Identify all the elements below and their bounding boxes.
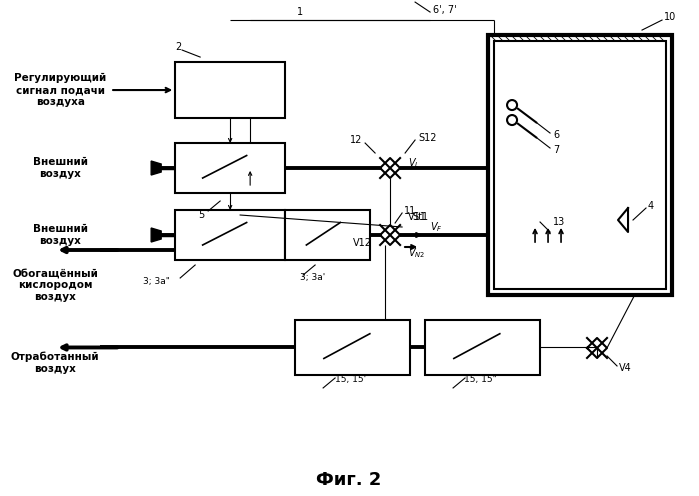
Bar [175, 210, 285, 260]
Text: $\mathit{V_{N2}}$: $\mathit{V_{N2}}$ [408, 246, 426, 260]
Text: 11: 11 [404, 206, 417, 216]
Text: 5: 5 [198, 210, 204, 220]
Text: Фиг. 2: Фиг. 2 [317, 471, 382, 489]
Text: 15, 15': 15, 15' [335, 375, 366, 384]
Text: 12: 12 [350, 135, 362, 145]
Bar [175, 62, 285, 118]
Bar [285, 210, 370, 260]
Bar [494, 41, 666, 289]
Text: 1: 1 [297, 7, 303, 17]
Text: $\mathit{V_L}$: $\mathit{V_L}$ [408, 156, 420, 170]
Text: 10: 10 [664, 12, 676, 22]
Text: 6', 7': 6', 7' [433, 5, 456, 15]
Text: Регулирующий
сигнал подачи
воздуха: Регулирующий сигнал подачи воздуха [14, 73, 106, 107]
Bar [295, 320, 410, 375]
Text: V12: V12 [353, 238, 372, 248]
Text: 13: 13 [553, 217, 565, 227]
Polygon shape [151, 161, 161, 175]
Text: 6: 6 [553, 130, 559, 140]
Text: 7: 7 [553, 145, 559, 155]
Text: Внешний
воздух: Внешний воздух [33, 224, 87, 246]
Text: 15, 15": 15, 15" [463, 375, 496, 384]
Text: S12: S12 [418, 133, 437, 143]
Text: 3; 3а': 3; 3а' [300, 273, 325, 283]
Text: Внешний
воздух: Внешний воздух [33, 157, 87, 179]
Text: Отработанный
воздух: Отработанный воздух [11, 351, 99, 373]
Polygon shape [151, 228, 161, 242]
Text: V4: V4 [619, 363, 632, 373]
Text: St1: St1 [412, 212, 428, 222]
Text: 4: 4 [648, 201, 654, 211]
Bar [175, 143, 285, 193]
Text: V11: V11 [408, 212, 427, 222]
Bar [425, 320, 540, 375]
Text: 2: 2 [175, 42, 181, 52]
Text: 3; 3а": 3; 3а" [143, 277, 170, 287]
Bar [488, 35, 672, 295]
Text: $\mathit{V_F}$: $\mathit{V_F}$ [430, 220, 442, 234]
Text: Обогащённый
кислородом
воздух: Обогащённый кислородом воздух [13, 268, 98, 302]
